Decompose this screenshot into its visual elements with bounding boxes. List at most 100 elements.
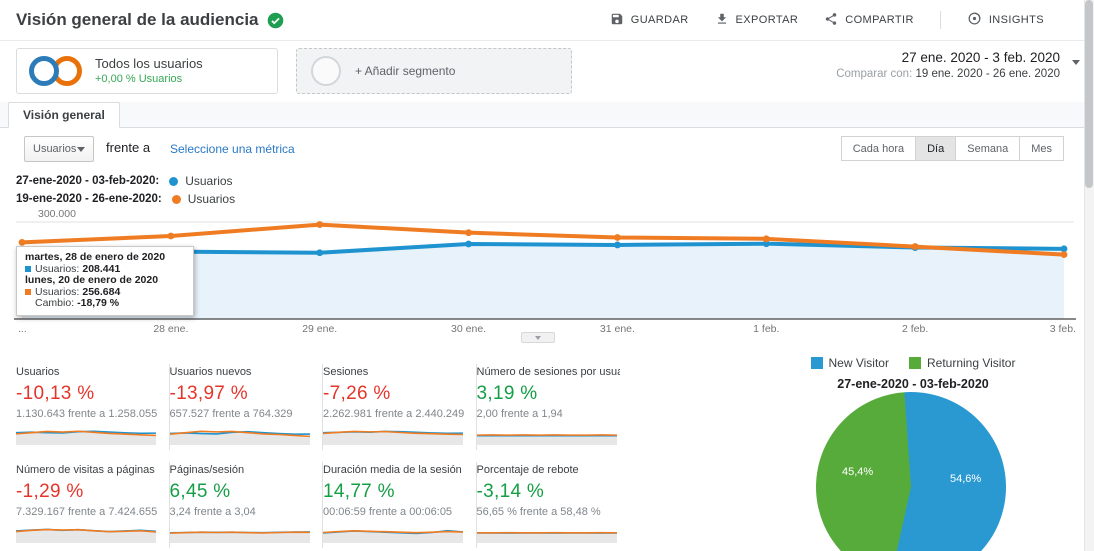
metric-label: Porcentaje de rebote (476, 464, 579, 476)
blue-square-icon (25, 266, 31, 273)
ghost-circle-icon (311, 56, 341, 86)
tooltip-change-label: Cambio: (35, 297, 75, 309)
header-actions: GUARDAR EXPORTAR COMPARTIR INSIGHTS (610, 11, 1044, 29)
legend-new-visitor: New Visitor (810, 356, 889, 370)
tooltip-label-current: Usuarios: (35, 262, 80, 275)
metric-cards: Usuarios -10,13 % 1.130.643 frente a 1.2… (16, 364, 630, 548)
segment-all-users[interactable]: Todos los usuarios +0,00 % Usuarios (16, 48, 278, 94)
sparkline-chart (476, 434, 617, 445)
export-button[interactable]: EXPORTAR (715, 12, 799, 29)
scrollbar-track[interactable] (1084, 0, 1094, 551)
legend-metric-previous: Usuarios (187, 192, 236, 206)
date-range-selector[interactable]: 27 ene. 2020 - 3 feb. 2020 Comparar con:… (836, 50, 1060, 80)
blue-dot-icon (169, 176, 179, 186)
metric-card-visitas-paginas: Número de visitas a páginas -1,29 % 7.32… (16, 462, 170, 548)
chevron-down-icon (535, 335, 541, 340)
svg-text:28 ene.: 28 ene. (153, 323, 188, 335)
tooltip-value-previous: 256.684 (82, 285, 121, 298)
insights-label: INSIGHTS (988, 14, 1044, 26)
metric-compare: 1.130.643 frente a 1.258.055 (16, 408, 158, 420)
metric-card-paginas-sesion: Páginas/sesión 6,45 % 3,24 frente a 3,04 (169, 462, 323, 548)
segment-texts: Todos los usuarios +0,00 % Usuarios (95, 56, 203, 86)
metric-label: Usuarios (16, 366, 60, 378)
metric-label: Usuarios nuevos (169, 366, 252, 378)
save-label: GUARDAR (630, 14, 689, 26)
export-icon (715, 12, 729, 29)
orange-square-icon (25, 289, 31, 296)
tooltip-change-value: -18,79 % (77, 297, 120, 309)
metric-compare: 3,24 frente a 3,04 (169, 506, 256, 518)
tooltip-date-previous: lunes, 20 de enero de 2020 (25, 274, 159, 286)
metric-compare: 2.262.981 frente a 2.440.249 (323, 408, 465, 420)
select-metric-link[interactable]: Seleccione una métrica (170, 142, 295, 156)
insights-button[interactable]: INSIGHTS (967, 11, 1044, 29)
metric-compare: 7.329.167 frente a 7.424.655 (16, 506, 158, 518)
segment-subtitle: +0,00 % Usuarios (95, 73, 183, 85)
metric-label: Páginas/sesión (169, 464, 245, 476)
tooltip-row-current: Usuarios: 208.441 (25, 262, 185, 276)
chart-collapse-button[interactable] (521, 332, 555, 343)
share-icon (824, 12, 838, 29)
insights-icon (967, 11, 982, 29)
sparkline-chart (323, 430, 463, 445)
metric-select-value: Usuarios (33, 143, 77, 155)
metric-card-usuarios: Usuarios -10,13 % 1.130.643 frente a 1.2… (16, 364, 170, 450)
metric-change: -10,13 % (16, 383, 95, 404)
metric-change: -1,29 % (16, 481, 84, 502)
vs-label: frente a (106, 140, 151, 155)
svg-text:...: ... (18, 323, 27, 335)
chart-tooltip: martes, 28 de enero de 2020 Usuarios: 20… (16, 246, 194, 316)
legend-new-visitor-label: New Visitor (828, 356, 889, 370)
granularity-hourly-button[interactable]: Cada hora (840, 136, 917, 161)
scrollbar-thumb[interactable] (1085, 0, 1093, 188)
tooltip-value-current: 208.441 (82, 262, 121, 275)
top-bar: Visión general de la audiencia GUARDAR E… (0, 0, 1084, 41)
sparkline-chart (16, 528, 156, 543)
metric-compare: 2,00 frente a 1,94 (476, 408, 563, 420)
sparkline-chart (169, 531, 310, 543)
share-label: COMPARTIR (845, 14, 914, 26)
compare-prefix: Comparar con: (836, 68, 913, 80)
granularity-month-button[interactable]: Mes (1019, 136, 1064, 161)
metric-compare: 56,65 % frente a 58,48 % (476, 506, 601, 518)
metric-card-duracion-sesion: Duración media de la sesión 14,77 % 00:0… (323, 462, 477, 548)
tab-bar: Visión general (0, 102, 1094, 128)
legend-range-current: 27-ene-2020 - 03-feb-2020: (16, 175, 160, 187)
pie-slice-label-returning: 45,4% (842, 466, 874, 478)
date-range-compare: Comparar con: 19 ene. 2020 - 26 ene. 202… (836, 68, 1060, 80)
metric-compare: 00:06:59 frente a 00:06:05 (323, 506, 453, 518)
segment-title: Todos los usuarios (95, 56, 203, 71)
sparkline-chart (169, 430, 310, 445)
svg-text:30 ene.: 30 ene. (451, 323, 486, 335)
compare-value: 19 ene. 2020 - 26 ene. 2020 (915, 68, 1060, 80)
metric-change: -3,14 % (476, 481, 545, 502)
metric-label: Número de sesiones por usuario (476, 366, 621, 378)
metric-label: Número de visitas a páginas (16, 464, 155, 476)
pie-legend: New Visitor Returning Visitor (745, 356, 1081, 370)
metric-label: Duración media de la sesión (323, 464, 462, 476)
green-square-icon (908, 357, 921, 369)
users-timeline-chart[interactable]: 300.000... 28 ene. 29 ene. 30 ene. 31 ene. 1 … (12, 204, 1082, 344)
save-button[interactable]: GUARDAR (610, 12, 689, 29)
visitor-type-pie-chart[interactable] (816, 392, 1006, 551)
granularity-week-button[interactable]: Semana (955, 136, 1021, 161)
add-segment-button[interactable]: + Añadir segmento (296, 48, 572, 94)
sparkline-chart (323, 529, 463, 543)
svg-text:31 ene.: 31 ene. (600, 323, 635, 335)
metric-change: 6,45 % (169, 481, 231, 502)
metric-card-usuarios-nuevos: Usuarios nuevos -13,97 % 657.527 frente … (169, 364, 323, 450)
granularity-day-button[interactable]: Día (915, 136, 957, 161)
metric-card-rebote: Porcentaje de rebote -3,14 % 56,65 % fre… (476, 462, 631, 548)
header-divider (939, 11, 941, 29)
add-segment-label: + Añadir segmento (355, 64, 456, 78)
sparkline-chart (16, 430, 156, 445)
svg-text:300.000: 300.000 (38, 208, 76, 220)
tab-vision-general[interactable]: Visión general (8, 102, 120, 128)
chevron-down-icon[interactable] (1072, 60, 1080, 65)
metric-card-sesiones-por-usuario: Número de sesiones por usuario 3,19 % 2,… (476, 364, 631, 450)
svg-text:1 feb.: 1 feb. (753, 323, 779, 335)
metric-select[interactable]: Usuarios (24, 136, 94, 162)
granularity-group: Cada hora Día Semana Mes (840, 136, 1064, 161)
share-button[interactable]: COMPARTIR (824, 12, 914, 29)
